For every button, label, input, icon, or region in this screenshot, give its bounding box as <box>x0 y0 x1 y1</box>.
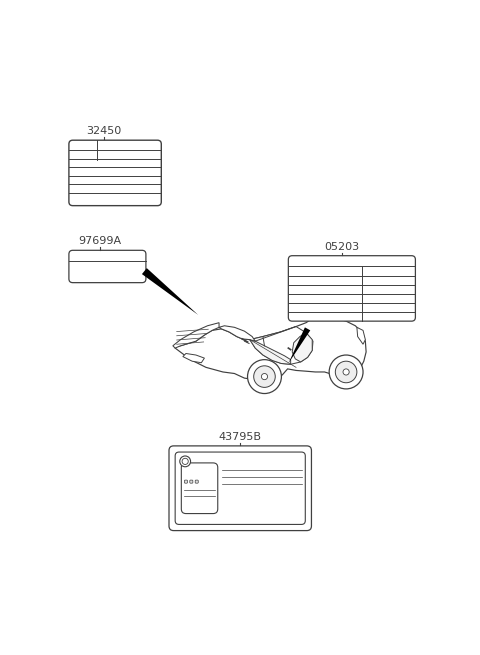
Polygon shape <box>357 328 365 345</box>
Polygon shape <box>250 327 313 364</box>
Circle shape <box>248 360 281 394</box>
Circle shape <box>262 373 267 380</box>
FancyBboxPatch shape <box>184 480 188 483</box>
Text: 97699A: 97699A <box>78 236 121 246</box>
Circle shape <box>343 369 349 375</box>
Polygon shape <box>219 326 255 341</box>
FancyBboxPatch shape <box>195 480 198 483</box>
Text: 43795B: 43795B <box>219 432 262 442</box>
Polygon shape <box>292 333 312 362</box>
Polygon shape <box>183 354 204 363</box>
Polygon shape <box>175 316 366 381</box>
Polygon shape <box>250 340 291 364</box>
FancyBboxPatch shape <box>190 480 193 483</box>
Circle shape <box>329 355 363 389</box>
FancyBboxPatch shape <box>169 446 312 531</box>
Polygon shape <box>288 328 310 364</box>
Polygon shape <box>142 268 198 315</box>
Text: 32450: 32450 <box>86 126 121 136</box>
FancyBboxPatch shape <box>69 250 146 283</box>
Circle shape <box>254 365 275 387</box>
FancyBboxPatch shape <box>288 255 415 321</box>
FancyBboxPatch shape <box>175 452 305 525</box>
Text: 05203: 05203 <box>324 242 360 252</box>
Circle shape <box>180 456 191 467</box>
FancyBboxPatch shape <box>181 463 218 514</box>
FancyBboxPatch shape <box>69 140 161 206</box>
Circle shape <box>182 458 188 464</box>
Polygon shape <box>173 323 219 348</box>
Circle shape <box>336 361 357 383</box>
